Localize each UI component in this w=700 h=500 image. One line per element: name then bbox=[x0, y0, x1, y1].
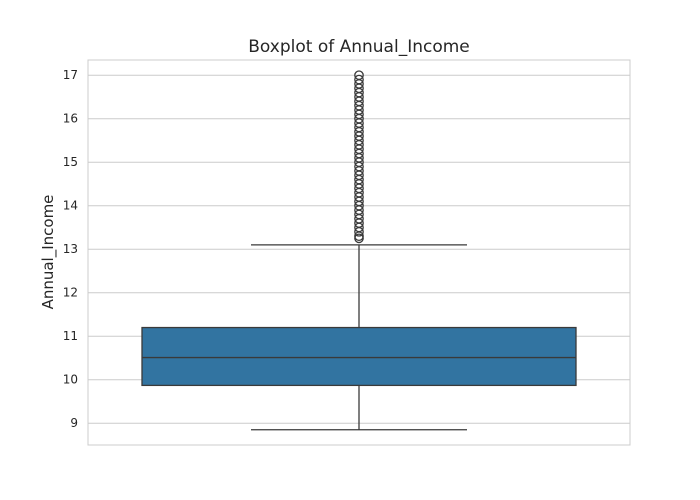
y-tick-label: 17 bbox=[63, 68, 78, 82]
y-axis-label: Annual_Income bbox=[39, 195, 58, 310]
iqr-box bbox=[141, 326, 577, 387]
y-tick-label: 12 bbox=[63, 286, 78, 300]
outlier-point bbox=[354, 70, 364, 81]
y-tick-label: 13 bbox=[63, 242, 78, 256]
chart-title: Boxplot of Annual_Income bbox=[248, 37, 470, 57]
y-tick-label: 10 bbox=[63, 373, 78, 387]
y-tick-label: 11 bbox=[63, 329, 78, 343]
y-tick-labels: 9 10 11 12 13 14 15 16 17 bbox=[63, 68, 78, 430]
plot-frame bbox=[87, 59, 631, 446]
y-tick-label: 16 bbox=[63, 112, 78, 126]
y-tick-label: 9 bbox=[70, 416, 78, 430]
y-tick-label: 14 bbox=[63, 199, 78, 213]
y-tick-label: 15 bbox=[63, 155, 78, 169]
outlier-points bbox=[354, 70, 364, 244]
outlier-point bbox=[354, 74, 364, 85]
box-group bbox=[141, 244, 577, 431]
